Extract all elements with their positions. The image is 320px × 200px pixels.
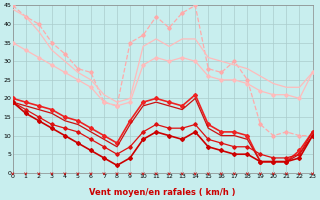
X-axis label: Vent moyen/en rafales ( km/h ): Vent moyen/en rafales ( km/h ) — [89, 188, 236, 197]
